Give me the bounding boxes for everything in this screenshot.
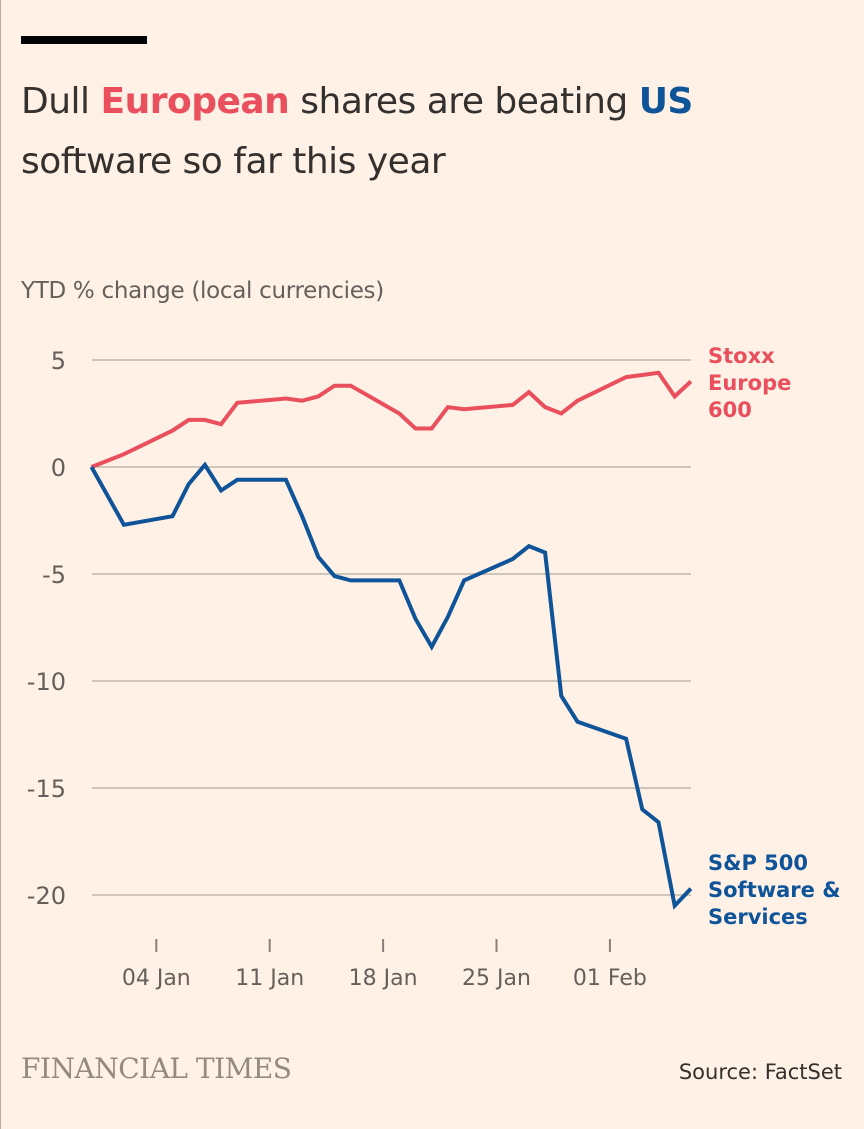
series-line-sp500-software xyxy=(89,461,693,910)
series-label: 600 xyxy=(708,398,752,422)
title-text: shares are beating xyxy=(289,81,639,122)
x-tick-label: 11 Jan xyxy=(235,966,304,991)
x-tick-label: 18 Jan xyxy=(349,966,418,991)
title-text: Dull xyxy=(21,81,101,122)
series-label: Europe xyxy=(708,371,791,395)
header-rule xyxy=(21,36,147,44)
y-tick-label: 5 xyxy=(51,347,66,375)
y-tick-label: 0 xyxy=(51,454,66,482)
series-label: Services xyxy=(708,905,808,929)
series-label: Stoxx xyxy=(708,344,775,368)
y-tick-label: -10 xyxy=(27,668,66,696)
y-axis-label: YTD % change (local currencies) xyxy=(21,278,384,304)
series-label: S&P 500 xyxy=(708,851,808,875)
source-note: Source: FactSet xyxy=(678,1060,842,1084)
y-tick-label: -5 xyxy=(42,561,66,589)
y-tick-label: -20 xyxy=(27,882,66,910)
financial-times-logo: FINANCIAL TIMES xyxy=(21,1052,292,1085)
x-tick-label: 25 Jan xyxy=(462,966,531,991)
title-highlight-european: European xyxy=(100,81,290,122)
series-line-stoxx-europe-600 xyxy=(90,370,693,469)
series-label: Software & xyxy=(708,878,841,902)
y-tick-label: -15 xyxy=(27,775,66,803)
title-text: software so far this year xyxy=(21,141,446,182)
title-highlight-us: US xyxy=(638,81,694,122)
chart-title: Dull European shares are beating US soft… xyxy=(21,72,821,192)
frame-border xyxy=(0,0,1,1129)
x-tick-label: 04 Jan xyxy=(122,966,191,991)
x-tick-label: 01 Feb xyxy=(573,966,647,991)
